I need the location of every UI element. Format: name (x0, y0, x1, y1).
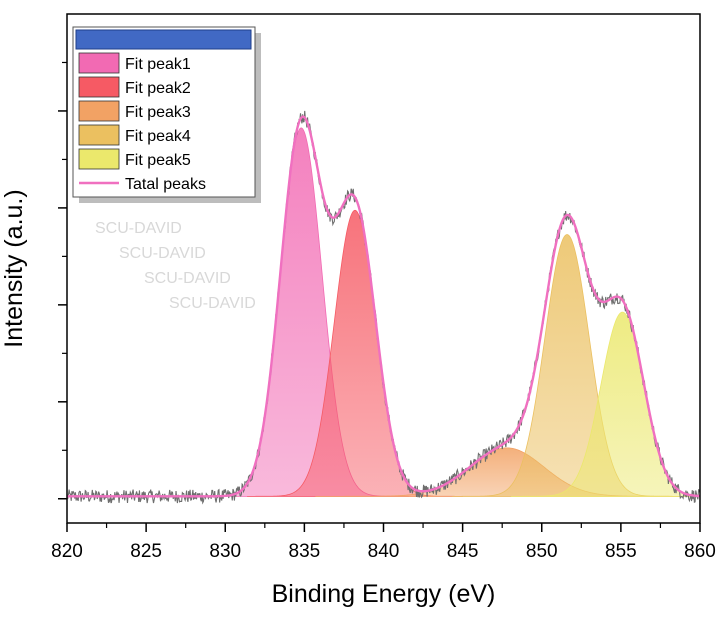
legend: Fit peak1 Fit peak2 Fit peak3 Fit peak4 Fit … (72, 26, 261, 203)
legend-label: Fit peak3 (125, 104, 191, 121)
legend-swatch-5 (78, 148, 120, 170)
envelope (66, 115, 701, 498)
x-tick-label: 855 (605, 541, 637, 562)
legend-label: Fit peak2 (125, 80, 191, 97)
x-tick-label: 840 (368, 541, 400, 562)
watermark-text: SCU-DAVID (95, 220, 182, 237)
x-tick-label: 830 (209, 541, 241, 562)
legend-header (75, 29, 252, 50)
x-tick-label: 860 (684, 541, 716, 562)
legend-swatch-3 (78, 100, 120, 122)
legend-label: Fit peak4 (125, 128, 191, 145)
y-axis-label: Intensity (a.u.) (0, 189, 28, 347)
x-tick-label: 820 (51, 541, 83, 562)
watermark-text: SCU-DAVID (169, 295, 256, 312)
x-axis-ticks: 820 825 830 835 840 845 850 855 860 (51, 523, 716, 562)
legend-swatch-4 (78, 124, 120, 146)
x-tick-label: 825 (130, 541, 162, 562)
watermark-text: SCU-DAVID (119, 245, 206, 262)
legend-label: Fit peak1 (125, 56, 191, 73)
legend-swatch-2 (78, 76, 120, 98)
legend-label: Tatal peaks (125, 176, 206, 193)
x-tick-label: 850 (526, 541, 558, 562)
watermark-text: SCU-DAVID (144, 270, 231, 287)
x-axis-label: Binding Energy (eV) (272, 580, 496, 608)
watermark: SCU-DAVID SCU-DAVID SCU-DAVID SCU-DAVID (95, 220, 256, 312)
legend-swatch-1 (78, 52, 120, 74)
x-tick-label: 835 (289, 541, 321, 562)
envelope-line (66, 115, 701, 498)
legend-label: Fit peak5 (125, 152, 191, 169)
y-axis-ticks (58, 61, 67, 500)
x-tick-label: 845 (447, 541, 479, 562)
peak-fills (193, 127, 701, 497)
